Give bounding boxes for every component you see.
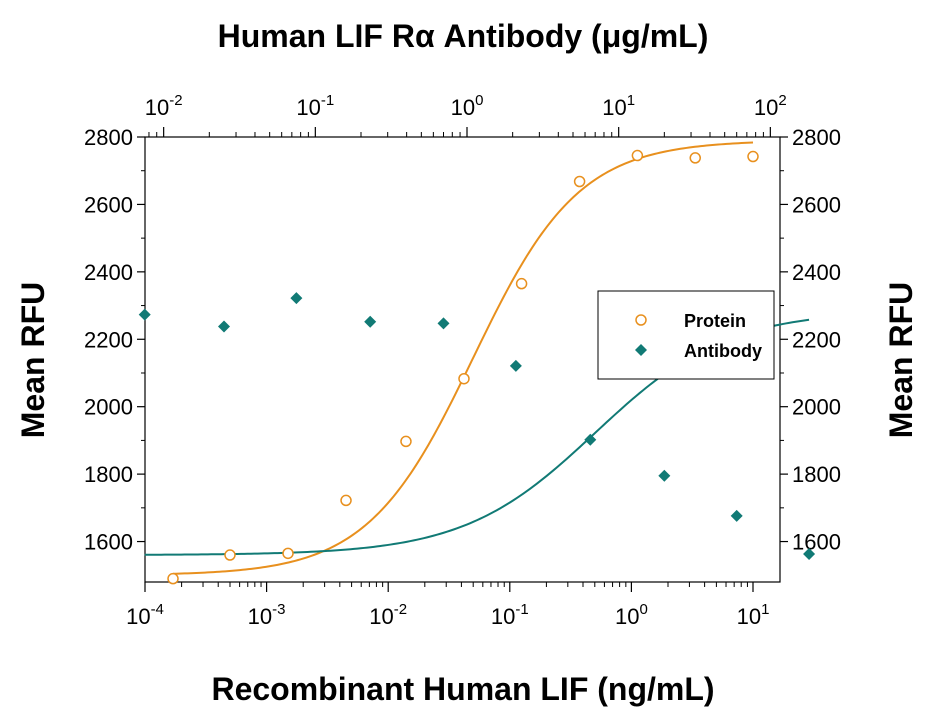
point-protein bbox=[282, 547, 294, 560]
legend-protein-marker bbox=[635, 314, 647, 326]
point-antibody bbox=[730, 509, 743, 522]
point-antibody bbox=[138, 308, 151, 321]
plot-frame bbox=[144, 136, 781, 583]
plot-border bbox=[144, 136, 781, 583]
x-tick-label-top: 101 bbox=[602, 92, 635, 120]
y-tick-label-right: 1600 bbox=[792, 530, 841, 555]
x-tick-label-top: 102 bbox=[754, 92, 787, 120]
data-points bbox=[138, 149, 816, 585]
x-tick-label-top: 10-2 bbox=[145, 92, 183, 120]
point-protein bbox=[340, 494, 352, 507]
chart-title: Human LIF Rα Antibody (μg/mL) bbox=[218, 18, 709, 54]
point-antibody bbox=[803, 548, 816, 561]
y-tick-label-right: 2000 bbox=[792, 395, 841, 420]
x-tick-label-bottom: 10-2 bbox=[369, 601, 407, 629]
point-protein bbox=[573, 175, 586, 188]
legend-antibody-marker bbox=[635, 344, 647, 356]
legend-protein-label: Protein bbox=[684, 311, 746, 331]
y-tick-label-right: 1800 bbox=[792, 462, 841, 487]
point-protein bbox=[689, 152, 701, 164]
point-antibody bbox=[364, 315, 377, 328]
y-tick-label-left: 2200 bbox=[84, 327, 133, 352]
point-protein bbox=[224, 549, 236, 561]
y-tick-label-right: 2800 bbox=[792, 125, 841, 150]
x-tick-label-top: 100 bbox=[451, 92, 484, 120]
y-tick-label-left: 2000 bbox=[84, 395, 133, 420]
point-protein bbox=[631, 149, 644, 162]
x-axis-label: Recombinant Human LIF (ng/mL) bbox=[211, 671, 714, 707]
y-tick-label-right: 2200 bbox=[792, 327, 841, 352]
point-antibody bbox=[658, 469, 671, 482]
x-tick-label-bottom: 10-3 bbox=[248, 601, 286, 629]
y-tick-label-right: 2600 bbox=[792, 192, 841, 217]
x-tick-label-bottom: 101 bbox=[737, 601, 770, 629]
legend-box bbox=[597, 290, 775, 380]
point-protein bbox=[167, 572, 179, 585]
y-tick-label-right: 2400 bbox=[792, 260, 841, 285]
point-protein bbox=[400, 435, 412, 448]
y-tick-label-left: 1600 bbox=[84, 530, 133, 555]
x-tick-label-bottom: 100 bbox=[615, 601, 648, 629]
point-protein bbox=[747, 150, 759, 163]
point-protein bbox=[458, 372, 470, 385]
y2-axis-label: Mean RFU bbox=[883, 282, 919, 438]
axis-ticks: 1600 1600 1800 1800 2000 2000 2200 2200 2400 2400… bbox=[84, 92, 841, 629]
point-protein bbox=[515, 277, 528, 290]
x-tick-label-bottom: 10-1 bbox=[491, 601, 529, 629]
point-antibody bbox=[437, 317, 450, 330]
point-antibody bbox=[218, 320, 231, 333]
y-tick-label-left: 2400 bbox=[84, 260, 133, 285]
y-tick-label-left: 2800 bbox=[84, 125, 133, 150]
point-antibody bbox=[584, 433, 597, 446]
point-antibody bbox=[290, 292, 303, 305]
legend: Protein Antibody bbox=[597, 290, 775, 380]
x-tick-label-bottom: 10-4 bbox=[126, 601, 164, 629]
y-tick-label-left: 2600 bbox=[84, 192, 133, 217]
x-tick-label-top: 10-1 bbox=[296, 92, 334, 120]
y-tick-label-left: 1800 bbox=[84, 462, 133, 487]
point-antibody bbox=[509, 359, 522, 372]
legend-antibody-label: Antibody bbox=[684, 341, 762, 361]
y-axis-label: Mean RFU bbox=[15, 282, 51, 438]
